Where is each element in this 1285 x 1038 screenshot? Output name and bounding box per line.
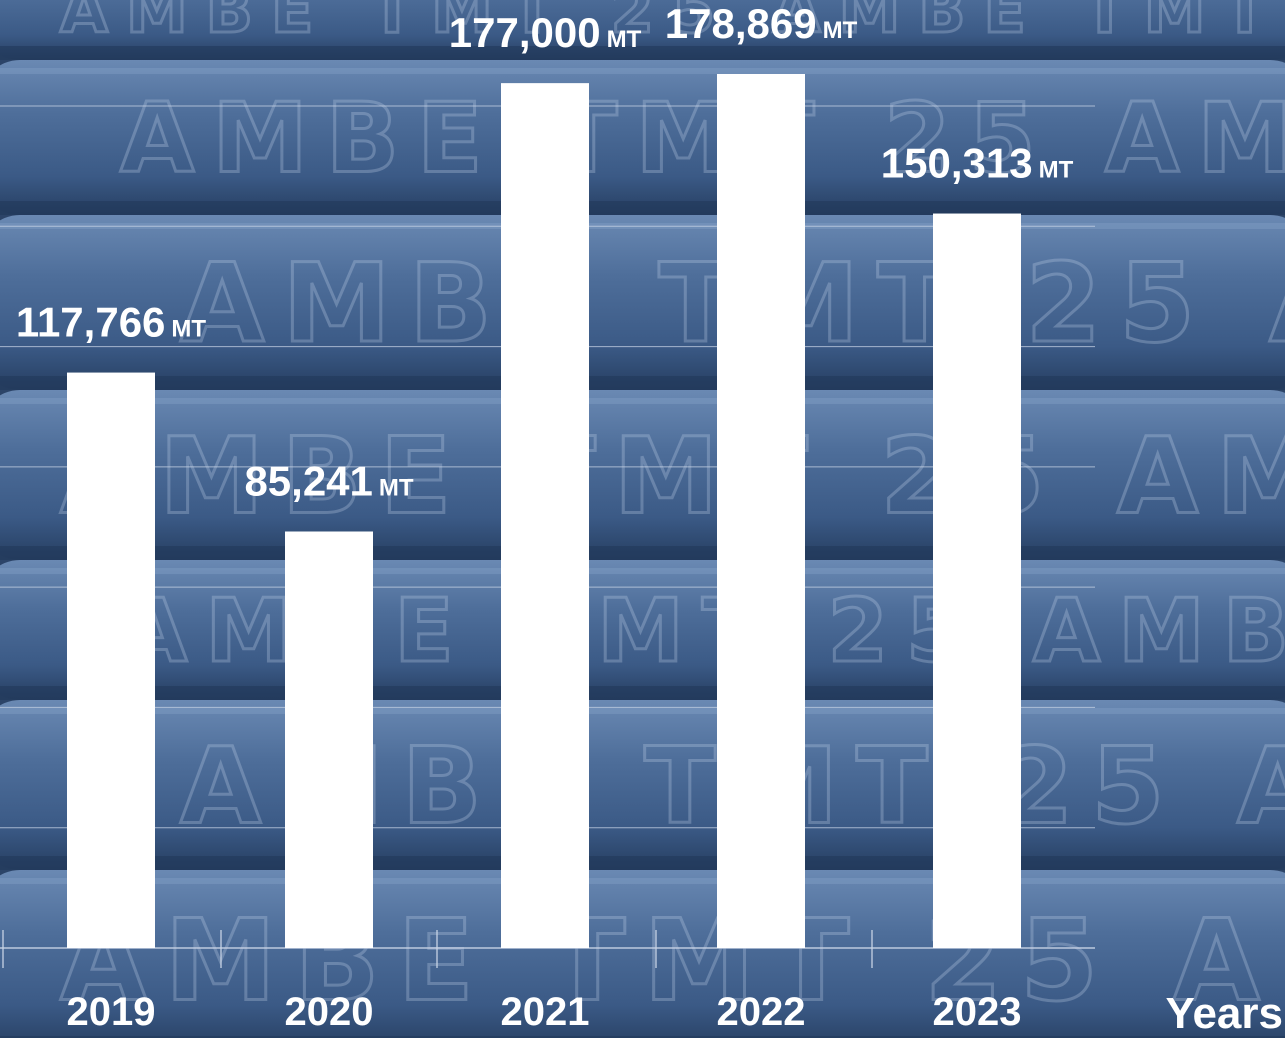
x-tick-label-2023: 2023 [933, 990, 1022, 1034]
bars [67, 74, 1021, 948]
x-tick-labels: 2019 2020 2021 2022 2023 [67, 990, 1022, 1034]
value-unit: MT [823, 17, 858, 44]
bar-2023 [933, 213, 1021, 948]
value-label-2023: 150,313 MT [881, 140, 1074, 187]
value-label-2022: 178,869 MT [665, 0, 858, 47]
x-tick-label-2020: 2020 [285, 990, 374, 1034]
value-number: 177,000 [449, 9, 601, 56]
value-number: 150,313 [881, 140, 1033, 187]
value-unit: MT [1039, 157, 1074, 184]
svg-text:AMBE TMT 25 AMBE TMT 25: AMBE TMT 25 AMBE TMT 25 [60, 897, 1285, 1027]
value-unit: MT [607, 26, 642, 53]
x-tick-label-2021: 2021 [501, 990, 590, 1034]
bar-2021 [501, 83, 589, 948]
x-tick-label-2022: 2022 [717, 990, 806, 1034]
bar-2020 [285, 531, 373, 948]
value-label-2020: 85,241 MT [244, 457, 413, 504]
svg-text:AMBE TMT 25 AMBE TMT 25: AMBE TMT 25 AMBE TMT 25 [60, 415, 1285, 537]
x-tick-label-2019: 2019 [67, 990, 156, 1034]
x-axis-title: Years [1166, 989, 1283, 1038]
value-number: 117,766 [16, 299, 166, 346]
value-unit: MT [171, 316, 206, 343]
value-number: 178,869 [665, 0, 817, 47]
value-label-2021: 177,000 MT [449, 9, 642, 56]
svg-text:AMBE TMT 25 AMBE TMT 25: AMBE TMT 25 AMBE TMT 25 [60, 0, 1285, 47]
svg-text:AMBE TMT 25 AMBE TMT 25: AMBE TMT 25 AMBE TMT 25 [120, 83, 1285, 195]
x-axis [2, 930, 873, 968]
value-unit: MT [379, 474, 414, 501]
bar-2019 [67, 372, 155, 948]
value-number: 85,241 [244, 457, 372, 504]
value-label-2019: 117,766 MT [16, 299, 207, 346]
bar-2022 [717, 74, 805, 948]
